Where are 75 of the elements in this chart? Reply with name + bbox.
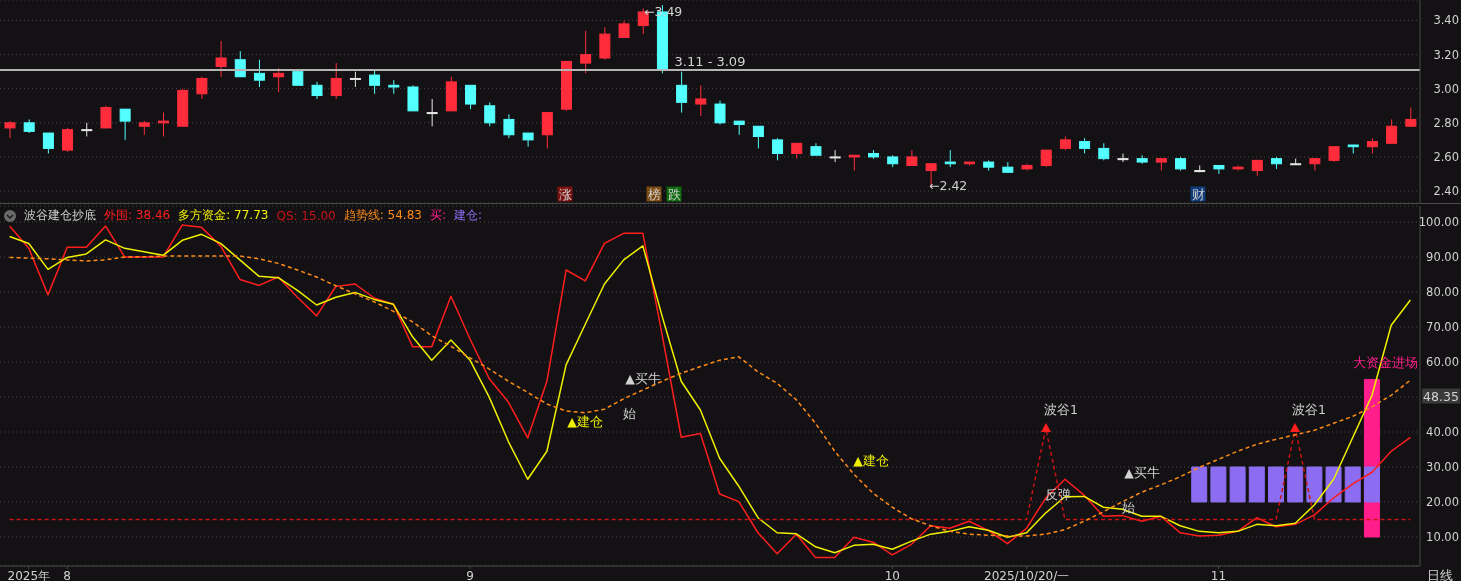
annotation: 涨 <box>557 186 573 202</box>
y-tick-label: 60.00 <box>1426 355 1459 370</box>
chart-title: 波谷建仓抄底 <box>24 207 96 224</box>
candlestick <box>215 40 227 78</box>
candlestick <box>330 62 342 100</box>
text: 趋势线: 54.83 <box>343 207 422 224</box>
annotation: ▲建仓 <box>853 452 889 468</box>
candlestick <box>503 113 515 139</box>
annotation: 始 <box>1121 499 1135 515</box>
annotation: 榜 <box>646 186 662 202</box>
candlestick <box>829 149 841 163</box>
y-tick-label: 90.00 <box>1426 250 1459 265</box>
candlestick <box>1117 153 1129 163</box>
x-tick-label: 11 <box>1210 569 1227 581</box>
annotation: 始 <box>622 405 636 421</box>
text: 日线 <box>1427 567 1453 581</box>
text: 买: <box>429 207 446 224</box>
annotation: ▲建仓 <box>567 413 603 429</box>
series-label: 外围: 38.46 <box>104 207 171 224</box>
candlestick <box>426 98 438 127</box>
y-tick-label: 70.00 <box>1426 320 1459 335</box>
ref-line-label: 3.11 - 3.09 <box>674 54 746 70</box>
candlestick <box>4 120 16 139</box>
candlestick <box>273 67 285 93</box>
text: 48.35 <box>1422 388 1460 404</box>
y-tick-label: 2.80 <box>1433 115 1459 130</box>
candlestick <box>714 100 726 126</box>
annotation: 波谷1 <box>1044 401 1078 417</box>
y-tick-label: 80.00 <box>1426 285 1459 300</box>
y-tick-label: 100.00 <box>1418 215 1459 230</box>
y-tick-label: 20.00 <box>1426 495 1459 509</box>
annotation: ←2.42 <box>929 177 968 193</box>
text: QS: 15.00 <box>276 208 336 223</box>
candlestick <box>119 108 131 141</box>
annotation: 波谷1 <box>1292 401 1326 417</box>
x-tick-label: 10 <box>884 569 900 581</box>
candlestick <box>1386 118 1398 144</box>
candlestick <box>695 84 707 117</box>
annotation: ▲买牛 <box>625 370 661 386</box>
y-tick-label: 30.00 <box>1426 460 1459 475</box>
candlestick <box>772 137 784 161</box>
y-tick-label: 3.40 <box>1433 13 1459 28</box>
y-tick-label: 2.60 <box>1433 149 1459 164</box>
candlestick <box>407 84 419 112</box>
candlestick <box>580 30 592 74</box>
candlestick <box>42 132 54 155</box>
y-tick-label: 3.20 <box>1433 47 1459 62</box>
annotation: 财 <box>1190 186 1206 202</box>
x-tick-label: 8 <box>63 569 71 581</box>
candlestick <box>253 59 265 88</box>
candlestick <box>1405 106 1417 127</box>
x-tick-label: 9 <box>466 569 474 581</box>
candlestick <box>676 71 688 114</box>
candlestick <box>62 127 74 153</box>
series-label: 多方资金: 77.73 <box>178 207 269 224</box>
candlestick <box>369 69 381 95</box>
y-tick-label: 40.00 <box>1426 425 1459 440</box>
candlestick <box>599 26 611 61</box>
candlestick <box>196 76 208 100</box>
candlestick <box>541 112 553 149</box>
text: 建仓: <box>453 207 483 224</box>
candlestick <box>752 125 764 149</box>
candlestick <box>484 101 496 127</box>
candlestick <box>158 112 170 137</box>
x-tick-label: 2025/10/20/一 <box>984 569 1070 581</box>
candlestick <box>1232 164 1244 172</box>
x-tick-label: 2025年 <box>7 569 51 581</box>
candlestick <box>100 105 112 129</box>
candlestick <box>1309 158 1321 172</box>
candlestick <box>465 84 477 110</box>
y-tick-label: 3.00 <box>1433 81 1459 96</box>
annotation: 跌 <box>666 186 682 202</box>
y-tick-label: 2.40 <box>1433 184 1459 199</box>
y-tick-label: 10.00 <box>1426 529 1459 544</box>
annotation: ▲买牛 <box>1124 464 1160 480</box>
